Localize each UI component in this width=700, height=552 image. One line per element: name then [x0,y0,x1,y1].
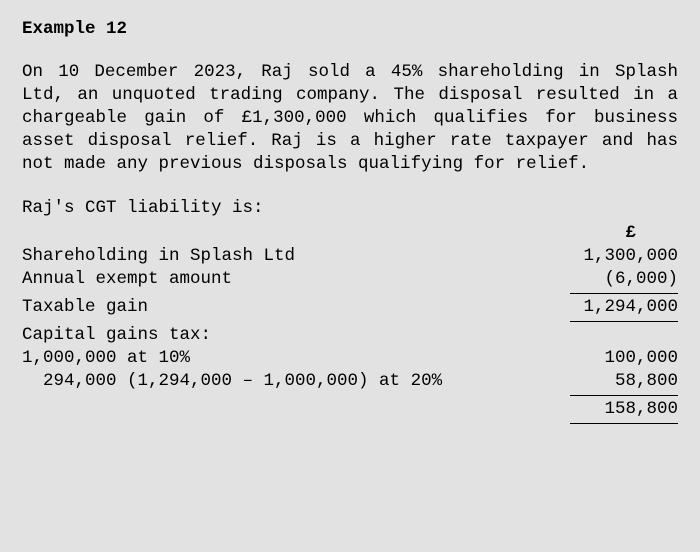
label-cgt-header: Capital gains tax: [22,324,496,347]
row-band1: 1,000,000 at 10% 100,000 [22,347,678,370]
currency-header-row: £ [22,222,678,245]
label-exempt: Annual exempt amount [22,268,496,291]
label-shareholding: Shareholding in Splash Ltd [22,245,496,268]
cgt-computation-table: £ Shareholding in Splash Ltd 1,300,000 A… [22,222,678,427]
rule-line [570,293,678,294]
row-band2: 294,000 (1,294,000 – 1,000,000) at 20% 5… [22,370,678,393]
value-total: 158,800 [496,398,678,421]
value-exempt: (6,000) [496,268,678,291]
label-taxable: Taxable gain [22,296,496,319]
example-title: Example 12 [22,18,678,41]
row-taxable: Taxable gain 1,294,000 [22,296,678,319]
row-exempt: Annual exempt amount (6,000) [22,268,678,291]
rule-line [570,395,678,396]
value-band1: 100,000 [496,347,678,370]
label-band1: 1,000,000 at 10% [22,347,496,370]
currency-symbol: £ [496,222,678,245]
value-taxable: 1,294,000 [496,296,678,319]
rule-below-total [22,421,678,426]
rule-line [570,423,678,424]
row-shareholding: Shareholding in Splash Ltd 1,300,000 [22,245,678,268]
value-shareholding: 1,300,000 [496,245,678,268]
row-cgt-header: Capital gains tax: [22,324,678,347]
lead-in: Raj's CGT liability is: [22,197,678,220]
row-total: 158,800 [22,398,678,421]
rule-line [570,321,678,322]
label-band2: 294,000 (1,294,000 – 1,000,000) at 20% [22,370,496,393]
scenario-paragraph: On 10 December 2023, Raj sold a 45% shar… [22,61,678,176]
value-band2: 58,800 [496,370,678,393]
